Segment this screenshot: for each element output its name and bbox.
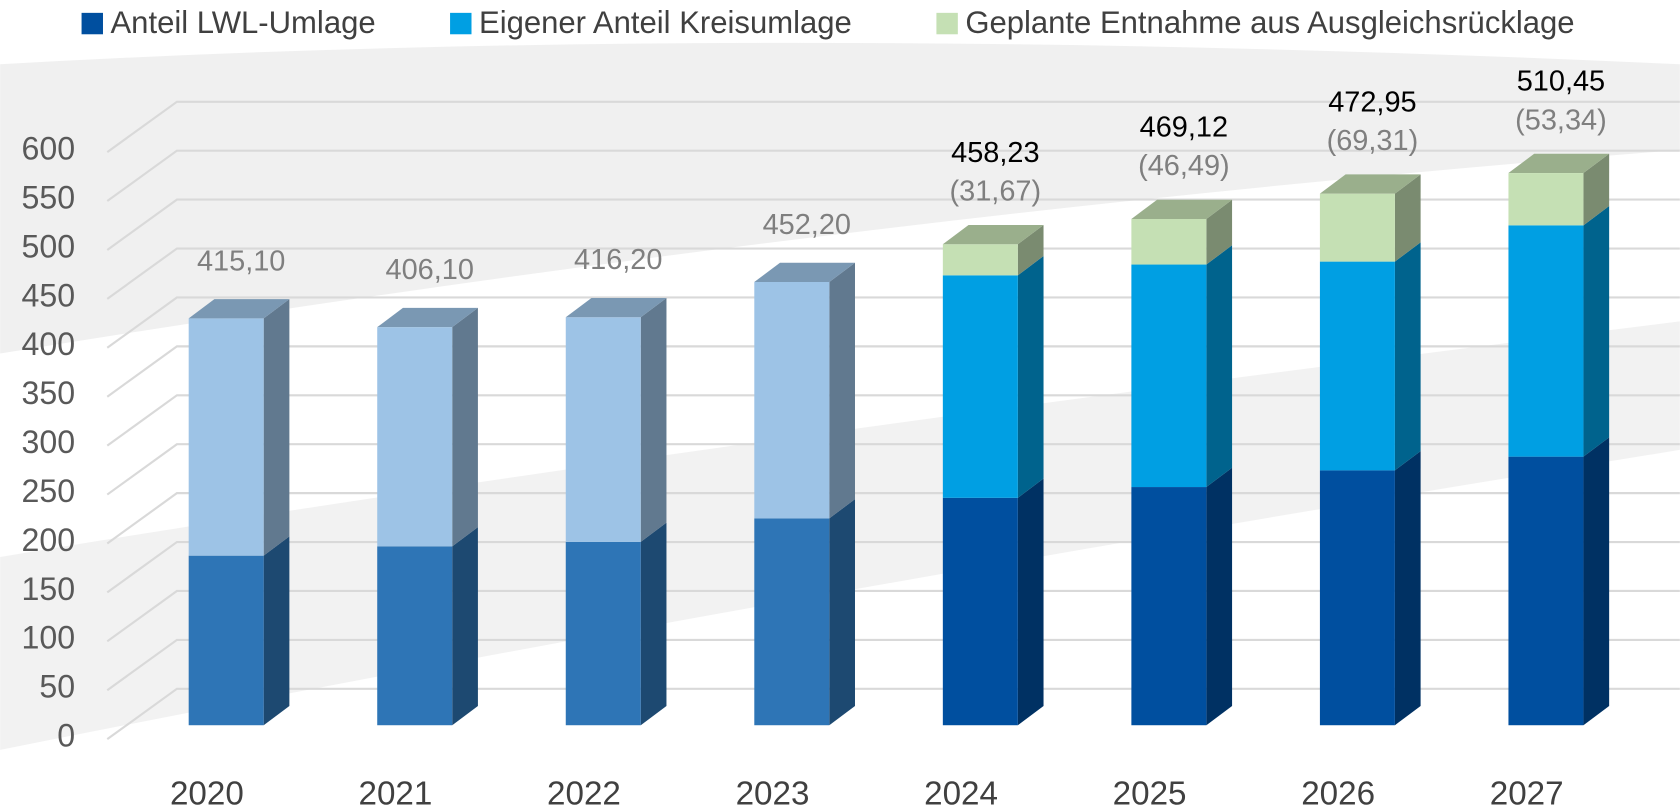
bar [1131,487,1207,726]
legend-label: Eigener Anteil Kreisumlage [479,5,852,40]
data-label: (31,67) [950,176,1042,208]
grid-line [106,687,1680,741]
y-tick-label: 600 [22,131,76,167]
x-tick-label: 2027 [1490,776,1564,812]
y-tick-label: 100 [22,620,76,656]
bar-side [1017,256,1044,498]
total-label: 416,20 [574,244,662,276]
x-tick-label: 2021 [359,776,433,812]
bar-side [1206,467,1233,726]
bar [565,541,641,726]
x-tick-label: 2020 [170,776,244,812]
grid-line [106,296,1680,349]
bar-side [1206,245,1233,488]
total-label: 452,20 [763,209,851,241]
x-tick-label: 2024 [924,776,998,812]
bar [377,327,453,547]
x-tick-label: 2022 [547,776,621,812]
bar-side [829,262,855,519]
bar [942,275,1018,498]
bar [1508,456,1584,726]
total-label: 406,10 [386,254,474,286]
y-tick-label: 250 [22,473,76,509]
bar-side [1206,199,1233,265]
bar [1508,173,1584,226]
bar-side [1394,451,1421,726]
bar-top [377,307,478,328]
y-tick-label: 200 [22,522,76,558]
legend-swatch [81,12,103,35]
total-label: 458,23 [951,137,1039,169]
y-tick-label: 350 [22,375,76,411]
total-label: 510,45 [1517,66,1605,98]
bar-side [1583,153,1610,226]
bar-top [942,225,1044,245]
x-tick-label: 2023 [736,776,810,812]
bar [1508,225,1584,457]
bar-side [1017,478,1044,726]
bar [942,244,1018,276]
bar-side [1017,225,1044,276]
bar-side [452,307,478,547]
legend-swatch [450,12,472,35]
grid-line [106,149,1680,202]
bar [1319,261,1395,471]
x-tick-label: 2026 [1301,776,1375,812]
bar-top [1319,174,1421,194]
bar-side [1583,206,1610,457]
bar [565,317,641,542]
bar-side [452,527,478,726]
total-label: 469,12 [1140,112,1228,144]
y-tick-label: 150 [22,571,76,607]
bar [188,555,264,726]
bar [1131,264,1207,488]
bar-top [565,297,667,318]
bar-top [1508,153,1610,174]
legend-label: Geplante Entnahme aus Ausgleichsrücklage [965,5,1574,40]
bar-side [640,297,667,542]
y-tick-label: 400 [22,326,76,362]
bar-side [263,536,290,726]
grid-line [106,100,1680,153]
bar-side [1394,174,1421,262]
legend-label: Anteil LWL-Umlage [110,5,375,40]
bar [377,546,453,726]
y-tick-label: 450 [22,277,76,313]
total-label: 415,10 [197,245,285,277]
bar [754,518,830,726]
bar [1131,218,1207,265]
bars [188,153,1610,726]
x-tick-label: 2025 [1113,776,1187,812]
labels: 0 50 100 150 200 250 300 350 400 450 500 550 600 415,… [22,66,1607,812]
bar-side [829,499,855,726]
bar-side [1394,242,1421,471]
grid-line [106,198,1680,251]
legend-swatch [936,12,958,35]
y-tick-label: 550 [22,179,76,215]
bar [1319,470,1395,726]
bar-top [188,299,290,319]
bar [754,281,830,519]
y-tick-label: 50 [39,669,75,705]
data-label: (46,49) [1138,150,1230,182]
total-label: 472,95 [1328,86,1416,118]
data-label: (53,34) [1515,104,1607,136]
legend: Anteil LWL-Umlage Eigener Anteil Kreisuml… [81,5,1575,40]
data-label: (69,31) [1327,125,1419,157]
bar-side [640,522,667,726]
bar-side [263,299,290,556]
bar-top [754,262,855,282]
bar [1319,193,1395,262]
bar [188,318,264,556]
bar-top [1131,199,1233,219]
y-tick-label: 500 [22,228,76,264]
y-tick-label: 300 [22,424,76,460]
y-tick-label: 0 [57,718,75,754]
bar [942,497,1018,726]
bar-side [1583,437,1610,726]
